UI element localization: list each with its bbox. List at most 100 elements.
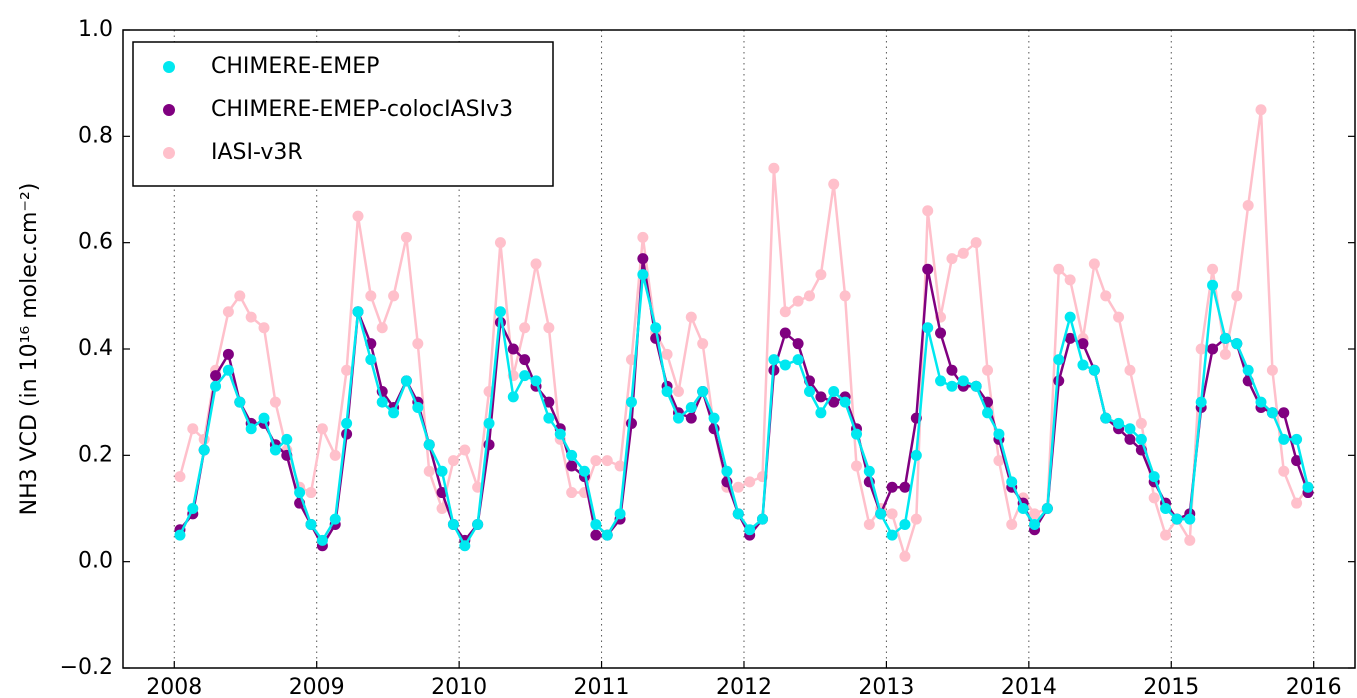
data-point	[970, 380, 982, 392]
data-point	[1291, 455, 1303, 467]
data-point	[245, 423, 257, 435]
data-point	[886, 529, 898, 541]
data-point	[1088, 364, 1100, 376]
data-point	[543, 412, 555, 424]
x-tick-label: 2012	[716, 675, 772, 698]
data-point	[483, 417, 495, 429]
data-point	[590, 518, 602, 530]
data-point	[1053, 375, 1065, 387]
data-point	[757, 513, 769, 525]
data-point	[1100, 412, 1112, 424]
data-point	[436, 503, 448, 514]
data-point	[792, 295, 804, 307]
data-point	[625, 417, 637, 429]
data-point	[245, 311, 257, 323]
data-point	[1064, 311, 1076, 323]
data-point	[412, 401, 424, 413]
data-point	[1006, 476, 1018, 488]
y-tick-label: 0.8	[78, 123, 113, 148]
y-tick-label: 0.4	[78, 336, 113, 361]
y-tick-label: 0.6	[78, 230, 113, 255]
data-point	[352, 210, 364, 222]
data-point	[910, 513, 922, 525]
plot-frame	[122, 29, 1356, 669]
data-point	[672, 386, 684, 398]
data-point	[614, 508, 626, 520]
data-point	[590, 455, 602, 467]
data-point	[1255, 104, 1267, 116]
data-point	[650, 322, 662, 334]
data-point	[637, 231, 649, 243]
legend-box	[132, 41, 554, 187]
data-point	[222, 306, 234, 318]
series-line	[178, 109, 1310, 561]
data-point	[174, 529, 186, 541]
data-point	[661, 348, 673, 360]
data-point	[578, 465, 590, 477]
data-point	[388, 407, 400, 419]
data-point	[234, 290, 246, 302]
data-point	[982, 407, 994, 419]
data-point	[946, 364, 958, 376]
data-point	[376, 322, 388, 334]
data-point	[970, 237, 982, 249]
data-point	[530, 258, 542, 270]
data-point	[804, 386, 816, 398]
data-point	[294, 487, 306, 499]
data-point	[744, 524, 756, 536]
data-point	[1291, 433, 1303, 445]
x-tick-label: 2013	[858, 675, 914, 698]
data-point	[494, 306, 506, 318]
data-point	[507, 391, 519, 403]
data-point	[828, 178, 840, 190]
data-point	[685, 401, 697, 413]
data-point	[519, 354, 531, 366]
data-point	[899, 481, 911, 493]
data-point	[1219, 348, 1231, 360]
data-point	[1195, 396, 1207, 408]
legend-label: IASI-v3R	[211, 140, 303, 165]
data-point	[459, 444, 471, 456]
legend-marker	[163, 147, 175, 159]
data-point	[1160, 503, 1172, 514]
data-point	[828, 386, 840, 398]
data-point	[875, 508, 887, 520]
data-point	[198, 444, 210, 456]
data-point	[935, 375, 947, 387]
data-point	[1255, 396, 1267, 408]
data-point	[187, 503, 199, 514]
data-point	[839, 396, 851, 408]
data-point	[935, 327, 947, 339]
data-point	[447, 518, 459, 530]
data-point	[1113, 417, 1125, 429]
x-tick-label: 2014	[1001, 675, 1057, 698]
data-point	[1266, 407, 1278, 419]
data-point	[672, 412, 684, 424]
data-point	[1077, 338, 1089, 350]
legend-label: CHIMERE-EMEP-colocIASIv3	[211, 97, 513, 122]
data-point	[1242, 364, 1254, 376]
data-point	[1231, 290, 1243, 302]
data-point	[507, 343, 519, 355]
data-point	[1113, 311, 1125, 323]
data-point	[1124, 433, 1136, 445]
data-point	[341, 364, 353, 376]
data-point	[946, 380, 958, 392]
y-tick-label: −0.2	[60, 655, 113, 680]
data-point	[1064, 274, 1076, 286]
data-point	[412, 338, 424, 350]
data-point	[815, 407, 827, 419]
data-point	[566, 449, 578, 461]
data-point	[863, 465, 875, 477]
data-point	[839, 290, 851, 302]
data-point	[1278, 465, 1290, 477]
data-point	[815, 269, 827, 281]
data-point	[316, 534, 328, 546]
data-point	[1135, 417, 1147, 429]
data-point	[899, 550, 911, 562]
x-tick-label: 2010	[431, 675, 487, 698]
data-point	[352, 306, 364, 318]
data-point	[258, 322, 270, 334]
data-point	[779, 359, 791, 371]
y-tick-label: 0.2	[78, 442, 113, 467]
